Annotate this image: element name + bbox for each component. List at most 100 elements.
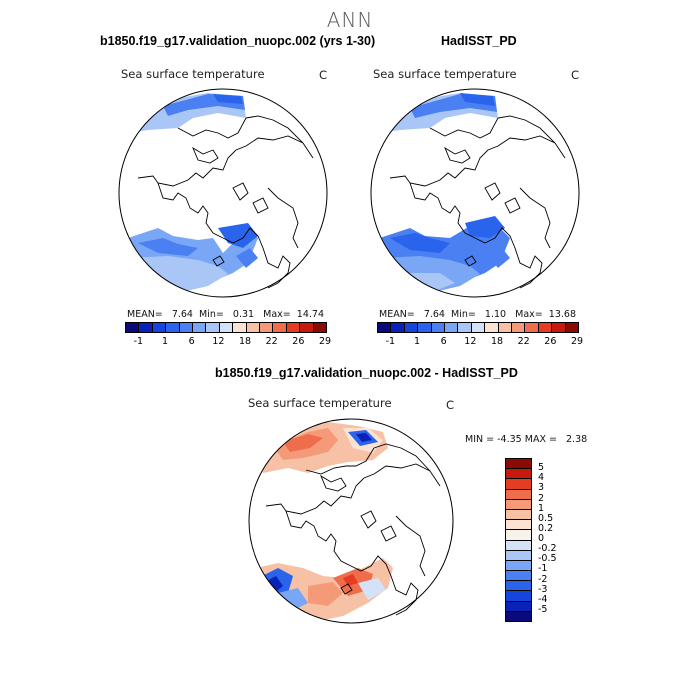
colorbar-swatch [444,323,458,332]
colorbar-swatch [506,580,531,591]
colorbar-tick-label: 26 [544,336,557,347]
panel-2-stats: MEAN= 7.64 Min= 1.10 Max= 13.68 [379,309,576,320]
diff-max-value: 2.38 [566,434,588,445]
colorbar-swatch [506,610,531,621]
max-value: 14.74 [296,309,324,320]
panel-1-variable: Sea surface temperature [121,67,265,81]
colorbar-tick-label: 1 [538,502,545,514]
colorbar-swatch [537,323,552,332]
panel-1-colorbar [125,322,327,333]
colorbar-swatch [457,323,471,332]
colorbar-tick-label: 0.5 [538,512,554,524]
colorbar-tick-label: 18 [238,336,252,347]
diff-panel-map [248,418,454,624]
mean-value: 7.64 [171,309,193,320]
colorbar-tick-label: 29 [318,336,332,347]
diff-panel-title: b1850.f19_g17.validation_nuopc.002 - Had… [215,366,518,380]
panel-2-unit: C [571,68,580,82]
colorbar-tick-label: 4 [538,472,545,484]
colorbar-swatch [551,323,565,332]
min-label: Min= [199,309,224,320]
colorbar-tick-label: -2 [538,573,548,585]
colorbar-swatch [299,323,313,332]
colorbar-tick-label: -1 [385,336,396,347]
diff-colorbar-labels: 5 4 3 2 1 0.5 0.2 0 -0.2 -0.5 -1 -2 -3 -4 -5 [538,458,578,620]
colorbar-swatch [192,323,206,332]
colorbar-swatch [506,529,531,540]
colorbar-swatch [524,323,538,332]
panel-1-map [118,88,328,298]
colorbar-tick-label: 3 [538,482,545,494]
panel-2-colorbar-labels: -1 1 6 12 18 22 26 29 [377,336,583,348]
diff-panel-unit: C [446,398,455,412]
colorbar-swatch [403,323,418,332]
colorbar-swatch [165,323,179,332]
colorbar-swatch [470,323,485,332]
colorbar-swatch [259,323,273,332]
colorbar-swatch [506,600,531,611]
colorbar-swatch [272,323,286,332]
colorbar-tick-label: -3 [538,583,548,595]
colorbar-tick-label: 0.2 [538,522,554,534]
colorbar-swatch [506,549,531,560]
colorbar-tick-label: 1 [161,336,169,347]
colorbar-tick-label: -4 [538,593,548,605]
colorbar-swatch [205,323,219,332]
diff-minmax: MIN = -4.35 MAX = 2.38 [465,434,587,445]
max-label: Max= [515,309,543,320]
colorbar-swatch [378,323,391,332]
colorbar-swatch [511,323,525,332]
mean-value: 7.64 [423,309,445,320]
colorbar-swatch [178,323,193,332]
colorbar-swatch [312,323,327,332]
colorbar-swatch [506,570,531,581]
diff-min-label: MIN = [465,434,495,445]
colorbar-tick-label: -1 [133,336,144,347]
panel-2-colorbar [377,322,579,333]
colorbar-tick-label: 29 [570,336,584,347]
panel-1-title: b1850.f19_g17.validation_nuopc.002 (yrs … [100,34,376,48]
colorbar-swatch [506,468,531,479]
panel-2-variable: Sea surface temperature [373,67,517,81]
colorbar-tick-label: 6 [440,336,447,347]
mean-label: MEAN= [379,309,415,320]
colorbar-swatch [506,488,531,499]
panel-1-stats: MEAN= 7.64 Min= 0.31 Max= 14.74 [127,309,324,320]
max-value: 13.68 [548,309,576,320]
colorbar-tick-label: 1 [413,336,421,347]
diff-panel-variable: Sea surface temperature [248,396,392,410]
colorbar-swatch [497,323,512,332]
min-label: Min= [451,309,476,320]
colorbar-swatch [285,323,300,332]
main-title: ANN [326,8,374,32]
colorbar-swatch [126,323,139,332]
colorbar-swatch [484,323,498,332]
max-label: Max= [263,309,291,320]
colorbar-swatch [506,498,531,509]
colorbar-swatch [232,323,246,332]
colorbar-tick-label: 18 [490,336,504,347]
colorbar-swatch [138,323,152,332]
colorbar-tick-label: 22 [265,336,278,347]
colorbar-tick-label: 6 [188,336,195,347]
colorbar-swatch [417,323,431,332]
colorbar-tick-label: -5 [538,603,548,615]
colorbar-tick-label: -1 [538,563,548,575]
diff-min-value: -4.35 [497,434,522,445]
colorbar-swatch [506,539,531,550]
colorbar-tick-label: -0.2 [538,543,557,555]
mean-label: MEAN= [127,309,163,320]
colorbar-swatch [430,323,445,332]
panel-2-map [370,88,580,298]
colorbar-swatch [506,590,531,601]
diff-max-label: MAX = [524,434,557,445]
colorbar-swatch [218,323,233,332]
colorbar-tick-label: 0 [538,533,545,544]
min-value: 0.31 [232,309,255,320]
colorbar-swatch [506,559,531,571]
colorbar-swatch [245,323,260,332]
colorbar-tick-label: 2 [538,492,545,504]
panel-2-title: HadISST_PD [441,34,517,48]
min-value: 1.10 [484,309,507,320]
panel-1-unit: C [319,68,328,82]
